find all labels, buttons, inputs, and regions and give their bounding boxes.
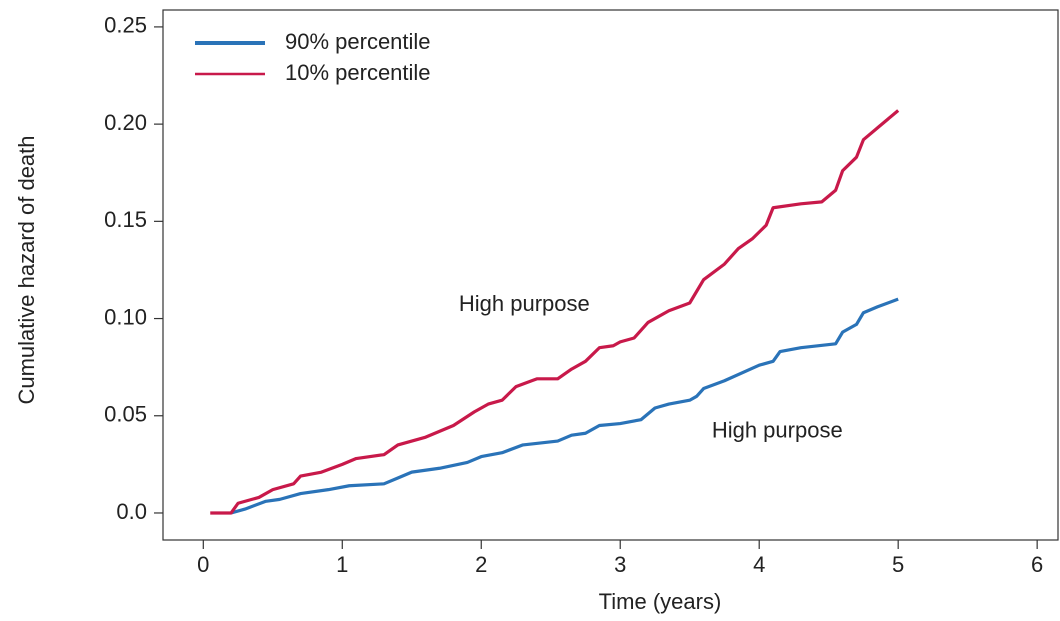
- y-tick-label: 0.05: [104, 402, 147, 427]
- x-tick-label: 2: [475, 552, 487, 577]
- y-axis-label: Cumulative hazard of death: [14, 135, 39, 404]
- x-tick-label: 4: [753, 552, 765, 577]
- y-tick-label: 0.15: [104, 207, 147, 232]
- legend-label: 90% percentile: [285, 29, 431, 54]
- x-tick-label: 5: [892, 552, 904, 577]
- legend-label: 10% percentile: [285, 60, 431, 85]
- x-tick-label: 1: [336, 552, 348, 577]
- x-tick-label: 6: [1031, 552, 1043, 577]
- series-line: [230, 297, 899, 515]
- x-tick-label: 3: [614, 552, 626, 577]
- y-tick-label: 0.10: [104, 304, 147, 329]
- y-tick-label: 0.20: [104, 110, 147, 135]
- y-tick-label: 0.25: [104, 13, 147, 38]
- x-axis-label: Time (years): [599, 589, 722, 614]
- annotation: High purpose: [459, 291, 590, 316]
- plot-frame: [162, 9, 1059, 541]
- y-tick-label: 0.0: [116, 499, 147, 524]
- series-line: [210, 109, 900, 515]
- x-tick-label: 0: [197, 552, 209, 577]
- annotation: High purpose: [712, 418, 843, 443]
